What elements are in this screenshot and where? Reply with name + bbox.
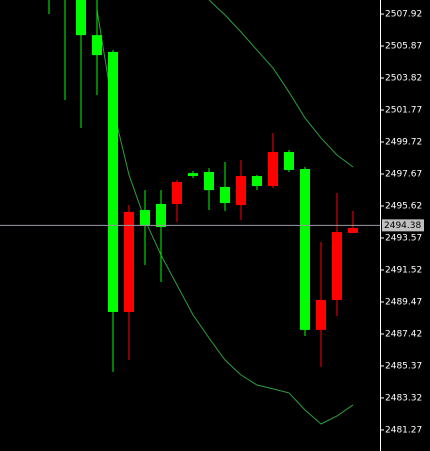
plot-area [48, 0, 358, 425]
y-tick-label: 2493.57 [385, 233, 422, 243]
y-tick-label: 2483.32 [385, 393, 422, 403]
y-tick-label: 2507.92 [385, 10, 422, 20]
candle-body [108, 51, 118, 312]
candle-body [124, 211, 134, 312]
candle-body [348, 227, 358, 233]
y-tick-label: 2487.42 [385, 329, 422, 339]
candle-body [316, 299, 326, 330]
candle-body [172, 181, 182, 204]
y-tick-label: 2485.37 [385, 361, 422, 371]
indicator-line [208, 0, 354, 168]
candle-body [284, 151, 294, 170]
candle-body [204, 171, 214, 191]
candle-body [268, 151, 278, 187]
current-price-label: 2494.38 [384, 221, 421, 231]
y-tick-label: 2491.52 [385, 265, 422, 275]
candle-body [236, 176, 246, 206]
y-tick-label: 2501.77 [385, 106, 422, 116]
y-tick-label: 2495.62 [385, 201, 422, 211]
y-tick-label: 2505.87 [385, 42, 422, 52]
candle-body [76, 0, 86, 36]
candle-body [140, 210, 150, 226]
y-tick-label: 2497.67 [385, 170, 422, 180]
candle-body [300, 169, 310, 330]
y-tick-label: 2499.72 [385, 138, 422, 148]
candle-body [332, 232, 342, 300]
candle-body [156, 203, 166, 228]
y-tick-label: 2489.47 [385, 297, 422, 307]
y-tick-label: 2481.27 [385, 425, 422, 435]
candle-body [252, 176, 262, 187]
current-price-box [382, 219, 424, 232]
y-tick-label: 2503.82 [385, 74, 422, 84]
indicator-line [96, 9, 354, 425]
candle-body [92, 35, 102, 56]
candle-body [188, 173, 198, 177]
candle-body [220, 186, 230, 204]
